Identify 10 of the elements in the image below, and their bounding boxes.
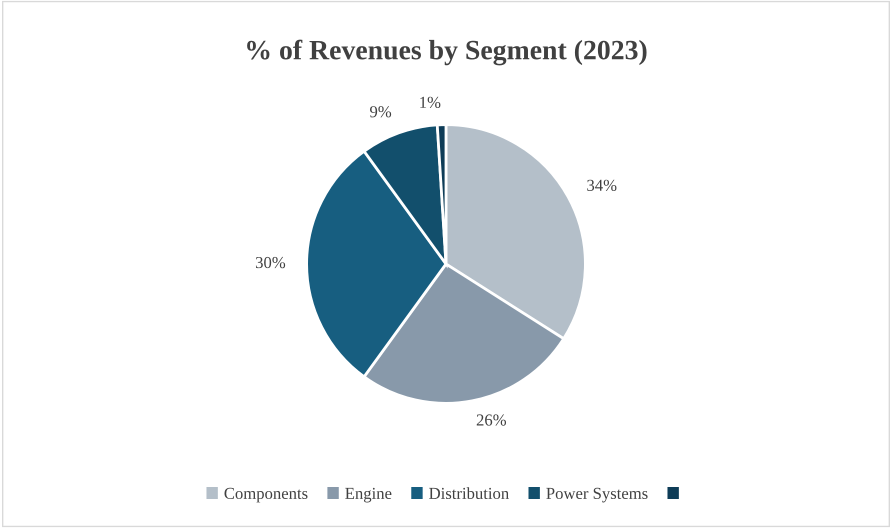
- data-label: 34%: [587, 180, 616, 191]
- data-label: 30%: [256, 256, 286, 268]
- legend-label: Power Systems: [546, 488, 648, 502]
- chart-title: % of Revenues by Segment (2023): [247, 40, 647, 66]
- data-label: 1%: [420, 96, 440, 108]
- data-label: 26%: [476, 414, 506, 426]
- legend-label: Distribution: [429, 487, 509, 500]
- data-label: 9%: [370, 106, 392, 118]
- legend-label: Engine: [345, 488, 392, 502]
- legend-label: Components: [224, 488, 308, 502]
